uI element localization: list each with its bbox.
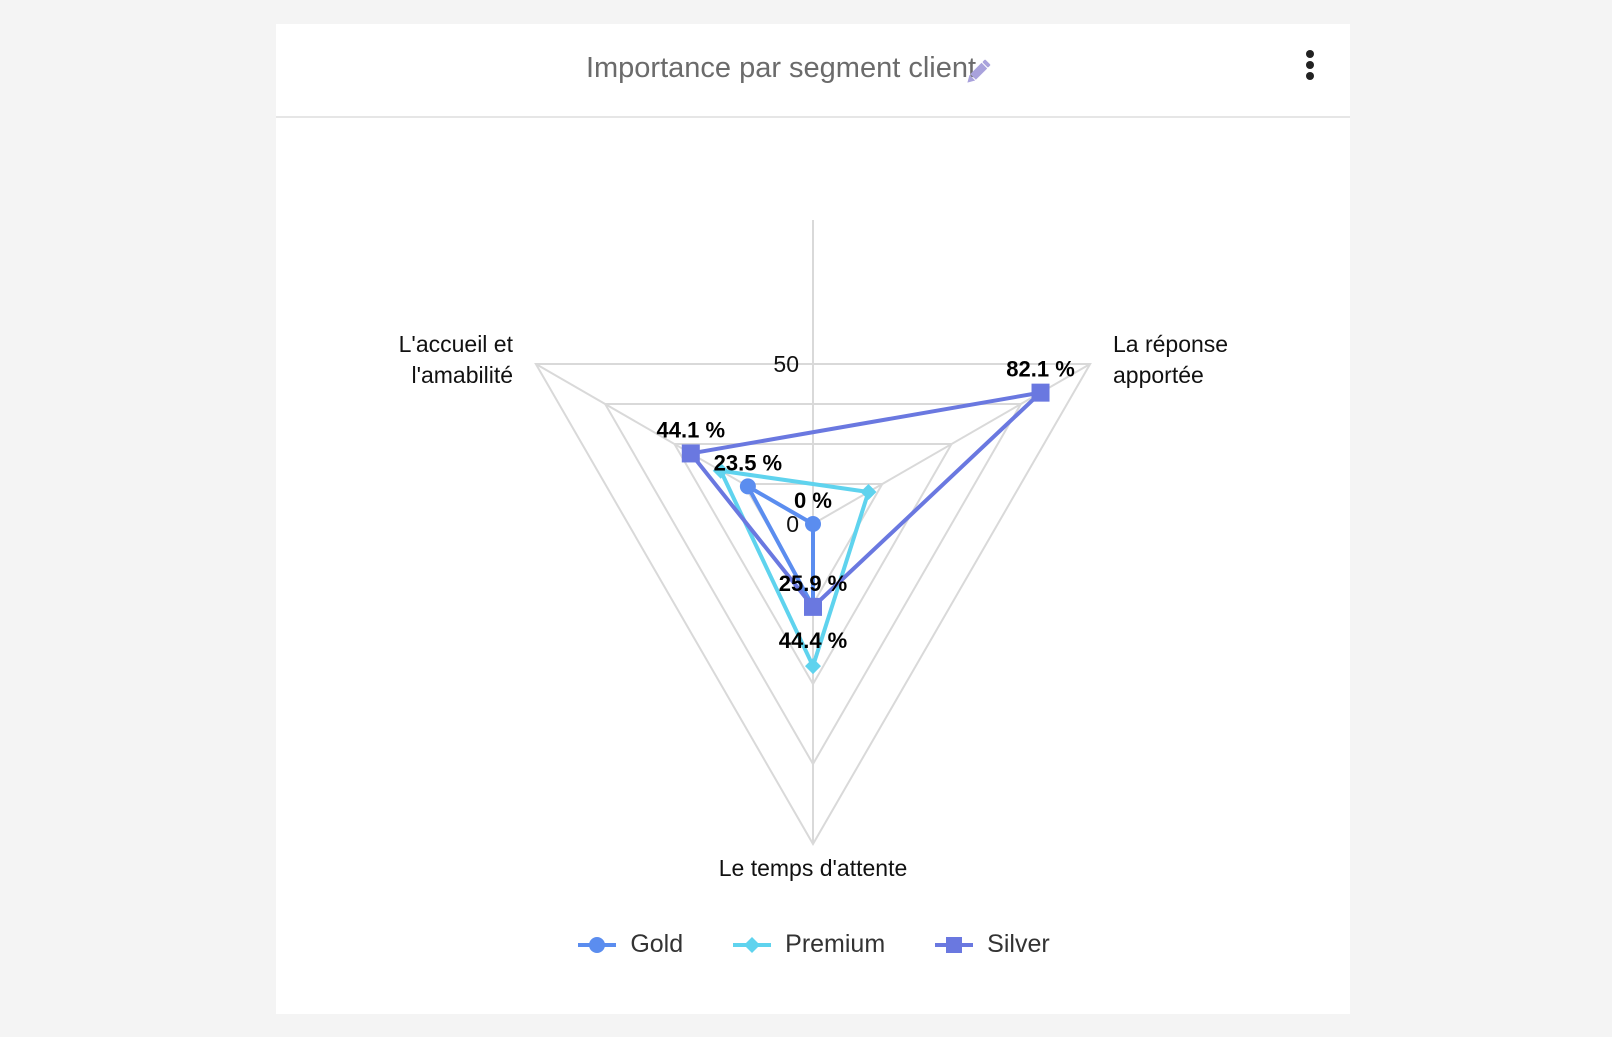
data-point-premium-1[interactable] (860, 484, 877, 500)
data-label-silver-0: 44.1 % (657, 417, 726, 442)
legend-label-premium: Premium (785, 930, 886, 958)
data-point-premium-0[interactable] (712, 462, 729, 479)
legend-label-gold: Gold (630, 930, 684, 958)
data-point-silver-2[interactable] (804, 597, 822, 616)
legend-marker-premium (733, 936, 772, 953)
chart-title: Importance par segment client (276, 52, 1286, 85)
radar-axis-label-0: L'accueil et l'amabilité (399, 331, 514, 388)
data-label-gold-1: 0 % (794, 488, 832, 513)
series-line-silver (688, 390, 1043, 609)
legend-item-premium[interactable]: Premium (731, 930, 885, 959)
data-point-premium-2[interactable] (805, 658, 821, 675)
data-label-silver-1: 82.1 % (1006, 357, 1075, 382)
data-point-silver-0[interactable] (681, 444, 700, 463)
data-point-gold-0[interactable] (739, 478, 756, 495)
chart-legend: Gold Premium Silver (276, 930, 1350, 959)
legend-marker-gold (578, 936, 617, 953)
kebab-menu-icon[interactable] (1298, 48, 1322, 84)
data-label-premium-2: 44.4 % (779, 628, 848, 653)
legend-item-silver[interactable]: Silver (933, 930, 1050, 959)
pencil-icon[interactable] (962, 56, 994, 88)
radar-tick-label-0: 0 (786, 511, 799, 537)
radar-chart: 0 50 L'accueil et l'amabilité La réponse appo… (399, 220, 1228, 881)
radar-axis-label-1: La réponse apportée (1113, 331, 1228, 388)
data-point-silver-1[interactable] (1031, 383, 1050, 402)
data-point-gold-1[interactable] (805, 516, 821, 532)
legend-label-silver: Silver (987, 930, 1050, 958)
data-label-silver-2: 25.9 % (779, 571, 848, 596)
chart-title-text: Importance par segment client (585, 52, 977, 84)
data-label-gold-0: 23.5 % (714, 450, 783, 475)
radar-tick-label-50: 50 (773, 351, 799, 377)
series-line-gold (745, 484, 815, 609)
radar-axis-label-2: Le temps d'attente (719, 855, 908, 881)
chart-card: Importance par segment client 0 50 L'accue… (276, 24, 1350, 1014)
legend-item-gold[interactable]: Gold (576, 930, 683, 959)
card-header: Importance par segment client (276, 24, 1350, 118)
legend-marker-silver (935, 936, 974, 953)
